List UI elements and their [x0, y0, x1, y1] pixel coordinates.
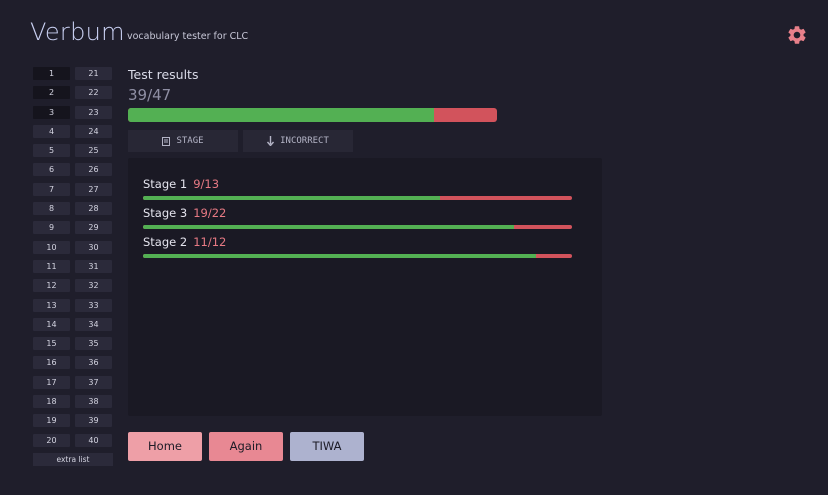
- list-button-13[interactable]: 13: [33, 298, 70, 312]
- list-button-11[interactable]: 11: [33, 259, 70, 273]
- tab-incorrect[interactable]: INCORRECT: [243, 130, 353, 152]
- app-subtitle: vocabulary tester for CLC: [127, 31, 249, 42]
- list-button-19[interactable]: 19: [33, 414, 70, 428]
- list-button-17[interactable]: 17: [33, 375, 70, 389]
- stage-correct-fill: [143, 254, 537, 258]
- list-button-30[interactable]: 30: [75, 240, 112, 254]
- stage-row: Stage 2 11/12: [143, 231, 572, 258]
- list-button-22[interactable]: 22: [75, 86, 112, 100]
- list-button-36[interactable]: 36: [75, 356, 112, 370]
- list-button-10[interactable]: 10: [33, 240, 70, 254]
- tab-stage-label: STAGE: [176, 136, 204, 146]
- list-button-20[interactable]: 20: [33, 433, 70, 447]
- again-button[interactable]: Again: [209, 432, 283, 461]
- list-icon: [162, 136, 171, 146]
- list-button-28[interactable]: 28: [75, 202, 112, 216]
- list-button-34[interactable]: 34: [75, 317, 112, 331]
- stage-label: Stage 2: [143, 235, 188, 249]
- results-heading: Test results: [128, 67, 199, 82]
- tab-stage[interactable]: STAGE: [128, 130, 238, 152]
- list-button-16[interactable]: 16: [33, 356, 70, 370]
- list-button-37[interactable]: 37: [75, 375, 112, 389]
- tab-incorrect-label: INCORRECT: [280, 136, 329, 146]
- list-button-5[interactable]: 5: [33, 144, 70, 158]
- list-button-31[interactable]: 31: [75, 259, 112, 273]
- list-button-9[interactable]: 9: [33, 221, 70, 235]
- arrow-down-icon: [267, 136, 275, 146]
- home-button[interactable]: Home: [128, 432, 202, 461]
- stage-correct-fill: [143, 225, 514, 229]
- list-button-15[interactable]: 15: [33, 337, 70, 351]
- list-button-2[interactable]: 2: [33, 86, 70, 100]
- list-button-3[interactable]: 3: [33, 105, 70, 119]
- overall-correct-fill: [128, 108, 435, 122]
- list-button-29[interactable]: 29: [75, 221, 112, 235]
- tiwa-button[interactable]: TIWA: [290, 432, 364, 461]
- stage-count: 9/13: [193, 177, 220, 191]
- list-button-23[interactable]: 23: [75, 105, 112, 119]
- list-button-14[interactable]: 14: [33, 317, 70, 331]
- list-sidebar: 1 21 2 22 3 23 4 24 5 25 6 26 7 27 8 28 9 29 10 30 11 31 12 32 1…: [33, 67, 113, 466]
- list-button-38[interactable]: 38: [75, 395, 112, 409]
- stage-row: Stage 1 9/13: [143, 173, 572, 200]
- list-button-1[interactable]: 1: [33, 67, 70, 80]
- list-button-35[interactable]: 35: [75, 337, 112, 351]
- list-button-26[interactable]: 26: [75, 163, 112, 177]
- stage-count: 19/22: [193, 206, 227, 220]
- list-button-18[interactable]: 18: [33, 395, 70, 409]
- list-button-4[interactable]: 4: [33, 124, 70, 138]
- stage-progress-bar: [143, 225, 572, 229]
- stage-results-panel: Stage 1 9/13 Stage 3 19/22 Stage 2 11/12: [128, 158, 602, 416]
- list-button-6[interactable]: 6: [33, 163, 70, 177]
- list-button-32[interactable]: 32: [75, 279, 112, 293]
- list-button-7[interactable]: 7: [33, 182, 70, 196]
- overall-progress-bar: [128, 108, 497, 122]
- list-button-12[interactable]: 12: [33, 279, 70, 293]
- stage-progress-bar: [143, 254, 572, 258]
- list-grid: 1 21 2 22 3 23 4 24 5 25 6 26 7 27 8 28 9 29 10 30 11 31 12 32 1…: [33, 67, 113, 447]
- app-title: Verbum: [30, 18, 125, 46]
- results-score: 39/47: [128, 86, 172, 104]
- list-button-8[interactable]: 8: [33, 202, 70, 216]
- list-button-21[interactable]: 21: [75, 67, 112, 80]
- stage-label: Stage 1: [143, 177, 188, 191]
- list-button-40[interactable]: 40: [75, 433, 112, 447]
- list-button-24[interactable]: 24: [75, 124, 112, 138]
- stage-count: 11/12: [193, 235, 227, 249]
- stage-label: Stage 3: [143, 206, 188, 220]
- settings-gear-icon[interactable]: [786, 24, 808, 46]
- list-button-39[interactable]: 39: [75, 414, 112, 428]
- list-button-33[interactable]: 33: [75, 298, 112, 312]
- stage-row: Stage 3 19/22: [143, 202, 572, 229]
- extra-list-button[interactable]: extra list: [33, 452, 113, 466]
- stage-progress-bar: [143, 196, 572, 200]
- list-button-25[interactable]: 25: [75, 144, 112, 158]
- list-button-27[interactable]: 27: [75, 182, 112, 196]
- stage-correct-fill: [143, 196, 440, 200]
- sort-tabs: STAGE INCORRECT: [128, 130, 353, 152]
